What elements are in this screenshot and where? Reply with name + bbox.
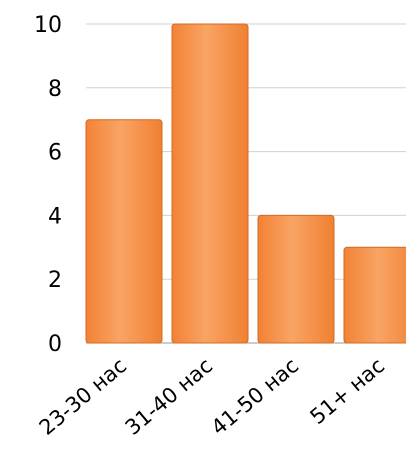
x-category-label: 41-50 нас	[207, 353, 304, 439]
y-tick-label: 10	[34, 13, 62, 38]
y-tick-label: 8	[48, 77, 62, 102]
y-tick-label: 2	[48, 268, 62, 293]
y-tick-label: 0	[48, 332, 62, 357]
y-axis-tick-labels: 0 2 4 6 8 10	[34, 13, 62, 357]
bar	[85, 119, 163, 344]
bars	[85, 23, 406, 344]
bar	[257, 214, 335, 344]
bar	[171, 23, 249, 344]
y-tick-label: 4	[48, 204, 62, 229]
y-tick-label: 6	[48, 141, 62, 166]
bar	[343, 246, 406, 344]
x-category-label: 51+ нас	[306, 353, 390, 429]
x-category-label: 23-30 нас	[35, 353, 132, 439]
x-category-label: 31-40 нас	[121, 353, 218, 439]
